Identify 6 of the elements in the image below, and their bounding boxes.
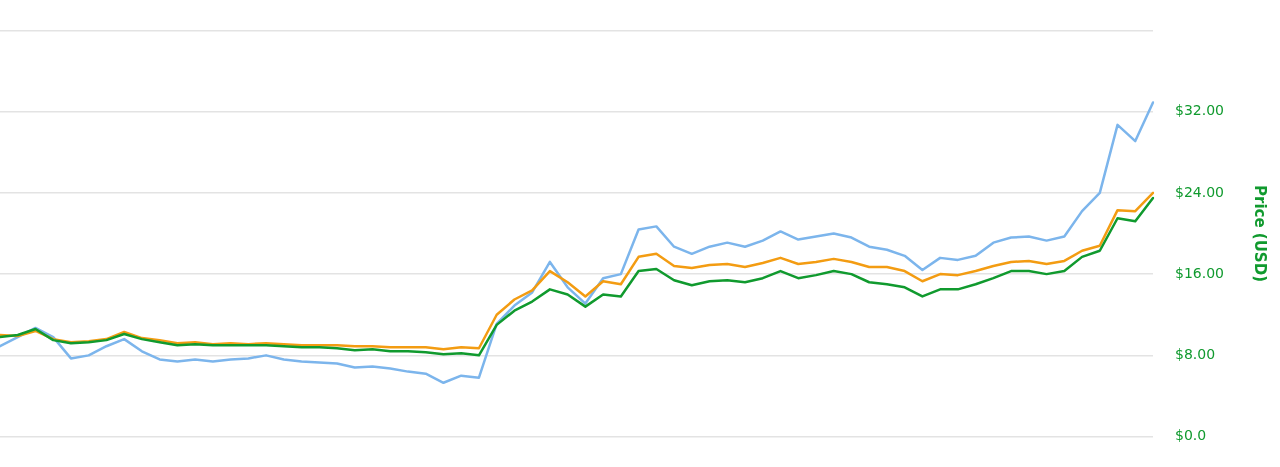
- y-tick-label: $32.00: [1175, 102, 1225, 119]
- y-tick-label: $24.00: [1175, 183, 1225, 200]
- y-axis-title: Price (USD): [1251, 185, 1270, 282]
- y-tick-label: $0.0: [1175, 427, 1207, 444]
- y-tick-label: $8.00: [1175, 346, 1216, 362]
- y-tick-label: $16.00: [1175, 264, 1225, 281]
